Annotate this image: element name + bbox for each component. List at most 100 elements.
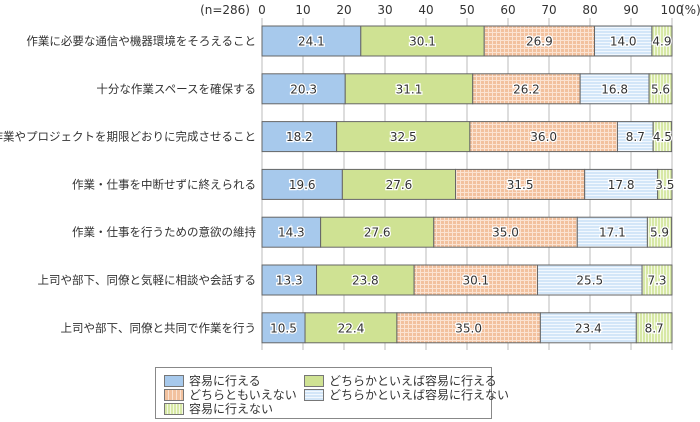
data-label: 31.5 bbox=[507, 178, 534, 192]
unit-label: (%) bbox=[680, 3, 700, 17]
bar-segment bbox=[651, 25, 673, 57]
bar-segment bbox=[261, 121, 338, 153]
data-label: 13.3 bbox=[276, 274, 303, 288]
bar-segment bbox=[537, 264, 643, 296]
data-label: 7.3 bbox=[647, 274, 666, 288]
data-label: 23.8 bbox=[352, 274, 379, 288]
legend: 容易に行える どちらかといえば容易に行える どちらともいえない どちらかといえば… bbox=[155, 367, 509, 419]
x-tick-label: 30 bbox=[377, 3, 392, 17]
category-label: 作業・仕事を中断せずに終えられる bbox=[72, 177, 256, 191]
legend-label: どちらかといえば容易に行えない bbox=[329, 388, 510, 402]
bar-segment bbox=[472, 73, 581, 105]
category-label: 上司や部下、同僚と共同で作業を行う bbox=[61, 321, 257, 335]
data-label: 19.6 bbox=[289, 178, 316, 192]
x-tick-label: 100 bbox=[661, 3, 684, 17]
bar-segment bbox=[594, 25, 653, 57]
data-label: 17.1 bbox=[599, 226, 626, 240]
bar-segment bbox=[576, 216, 648, 248]
bar-segment bbox=[616, 121, 654, 153]
data-label: 4.9 bbox=[652, 35, 671, 49]
bar-segment bbox=[539, 312, 637, 344]
legend-swatch bbox=[304, 374, 324, 387]
bar-segment bbox=[584, 168, 659, 200]
x-tick-label: 50 bbox=[459, 3, 474, 17]
bar-segment bbox=[646, 216, 673, 248]
data-label: 26.2 bbox=[513, 82, 540, 96]
bar-segment bbox=[261, 25, 362, 57]
bar-segment bbox=[641, 264, 673, 296]
bar-segment bbox=[413, 264, 539, 296]
data-label: 3.5 bbox=[655, 178, 674, 192]
data-label: 14.0 bbox=[610, 35, 637, 49]
data-label: 25.5 bbox=[576, 274, 603, 288]
data-label: 35.0 bbox=[492, 226, 519, 240]
data-label: 32.5 bbox=[390, 130, 417, 144]
data-label: 18.2 bbox=[286, 130, 313, 144]
category-label: 作業やプロジェクトを期限どおりに完成させること bbox=[0, 130, 256, 144]
bar-segment bbox=[648, 73, 673, 105]
category-label: 作業に必要な通信や機器環境をそろえること bbox=[26, 34, 256, 48]
bar-segment bbox=[635, 312, 673, 344]
legend-item: 容易に行えない bbox=[164, 400, 273, 417]
legend-swatch bbox=[164, 402, 184, 415]
legend-item: 容易に行える bbox=[164, 372, 261, 389]
legend-swatch bbox=[164, 374, 184, 387]
legend-label: 容易に行えない bbox=[189, 402, 274, 416]
data-label: 8.7 bbox=[645, 321, 664, 335]
legend-label: 容易に行える bbox=[189, 374, 261, 388]
x-tick-label: 60 bbox=[500, 3, 515, 17]
bar-segment bbox=[433, 216, 578, 248]
bar-segment bbox=[657, 168, 673, 200]
data-label: 4.5 bbox=[653, 130, 672, 144]
x-tick-label: 40 bbox=[418, 3, 433, 17]
legend-label: どちらかといえば容易に行える bbox=[329, 374, 497, 388]
bar-segment bbox=[341, 168, 457, 200]
legend-swatch bbox=[304, 388, 324, 401]
x-tick-label: 70 bbox=[541, 3, 556, 17]
x-tick-label: 10 bbox=[295, 3, 310, 17]
category-label: 十分な作業スペースを確保する bbox=[96, 82, 256, 96]
bar-segment bbox=[304, 312, 398, 344]
data-label: 5.9 bbox=[650, 226, 669, 240]
bar-segment bbox=[360, 25, 485, 57]
data-label: 30.1 bbox=[462, 274, 489, 288]
bar-segment bbox=[261, 168, 343, 200]
data-label: 8.7 bbox=[626, 130, 645, 144]
data-label: 5.6 bbox=[651, 82, 670, 96]
x-tick-label: 20 bbox=[336, 3, 351, 17]
n-label: (n=286) bbox=[200, 3, 250, 17]
bar-segment bbox=[336, 121, 471, 153]
bar-segment bbox=[455, 168, 586, 200]
legend-item: どちらともいえない bbox=[164, 386, 297, 403]
bar-segment bbox=[652, 121, 673, 153]
data-label: 27.6 bbox=[364, 226, 391, 240]
data-label: 22.4 bbox=[338, 321, 365, 335]
data-label: 23.4 bbox=[575, 321, 602, 335]
legend-label: どちらともいえない bbox=[189, 388, 297, 402]
data-label: 24.1 bbox=[298, 35, 325, 49]
data-label: 20.3 bbox=[290, 82, 317, 96]
data-label: 27.6 bbox=[386, 178, 413, 192]
data-label: 36.0 bbox=[530, 130, 557, 144]
bar-segment bbox=[320, 216, 435, 248]
x-tick-label: 80 bbox=[582, 3, 597, 17]
legend-item: どちらかといえば容易に行える bbox=[304, 372, 497, 389]
data-label: 17.8 bbox=[608, 178, 635, 192]
data-label: 10.5 bbox=[270, 321, 297, 335]
data-label: 16.8 bbox=[601, 82, 628, 96]
data-label: 30.1 bbox=[409, 35, 436, 49]
data-label: 14.3 bbox=[278, 226, 305, 240]
legend-item: どちらかといえば容易に行えない bbox=[304, 386, 509, 403]
category-label: 上司や部下、同僚と気軽に相談や会話する bbox=[38, 273, 257, 287]
bar-segment bbox=[469, 121, 618, 153]
data-label: 26.9 bbox=[526, 35, 553, 49]
bar-segment bbox=[261, 216, 322, 248]
x-tick-label: 0 bbox=[258, 3, 266, 17]
x-tick-label: 90 bbox=[623, 3, 638, 17]
category-label: 作業・仕事を行うための意欲の維持 bbox=[72, 225, 256, 239]
data-label: 31.1 bbox=[396, 82, 423, 96]
legend-swatch bbox=[164, 388, 184, 401]
data-label: 35.0 bbox=[455, 321, 482, 335]
